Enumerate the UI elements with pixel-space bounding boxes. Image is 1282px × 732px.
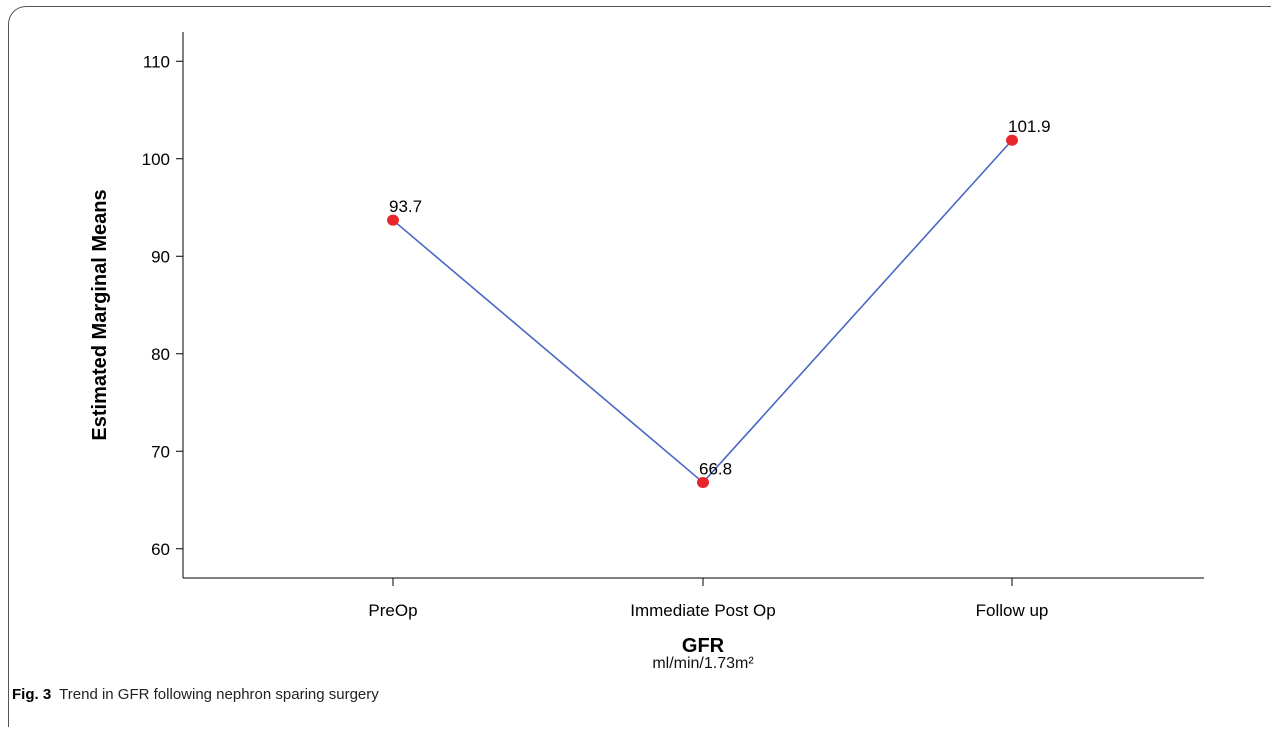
y-tick-label: 60 (151, 540, 170, 559)
x-tick-label: PreOp (368, 601, 417, 620)
y-tick-label: 80 (151, 345, 170, 364)
x-axis-title: GFR (682, 635, 725, 657)
data-label: 93.7 (389, 197, 422, 216)
series-group: 93.7 66.8 101.9 (387, 117, 1051, 488)
line-chart: 60 70 80 90 100 110 PreOp Immediate Post Op Fol… (89, 32, 1204, 657)
x-axis-units: ml/min/1.73m² (652, 655, 754, 672)
y-tick-label: 70 (151, 442, 170, 461)
data-point (697, 476, 709, 488)
data-label: 101.9 (1008, 117, 1051, 136)
x-tick-label: Follow up (976, 601, 1049, 620)
figure-caption: Fig. 3 Trend in GFR following nephron spa… (12, 686, 379, 703)
data-point (387, 214, 399, 226)
data-point (1006, 134, 1018, 146)
y-ticks: 60 70 80 90 100 110 (142, 52, 183, 559)
y-tick-label: 100 (142, 150, 170, 169)
caption-text: Trend in GFR following nephron sparing s… (59, 686, 379, 703)
x-ticks: PreOp Immediate Post Op Follow up (368, 578, 1048, 620)
y-axis-title: Estimated Marginal Means (89, 189, 111, 440)
y-tick-label: 90 (151, 247, 170, 266)
caption-label: Fig. 3 (12, 686, 52, 703)
y-tick-label: 110 (143, 52, 170, 71)
x-tick-label: Immediate Post Op (630, 601, 776, 620)
data-label: 66.8 (699, 459, 732, 478)
series-line (392, 139, 1013, 484)
figure-frame (8, 6, 1271, 727)
